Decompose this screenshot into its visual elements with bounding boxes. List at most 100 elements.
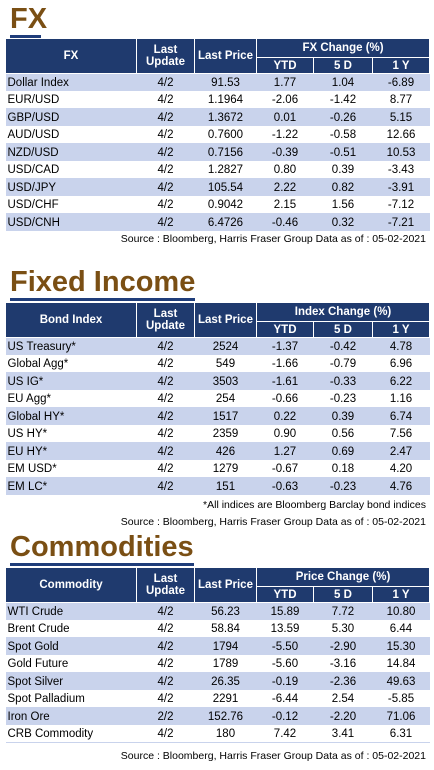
row-price-cell: 105.54 <box>194 178 257 196</box>
row-5d-cell: -2.20 <box>313 707 373 725</box>
row-name-cell: WTI Crude <box>5 602 137 620</box>
row-ytd-cell: -0.12 <box>256 707 314 725</box>
row-5d-cell: -0.51 <box>313 143 373 161</box>
row-update-cell: 4/2 <box>136 213 195 231</box>
row-price-cell: 3503 <box>194 372 257 390</box>
row-name-cell: USD/CHF <box>5 196 137 214</box>
fx-col-5d-header: 5 D <box>313 57 373 74</box>
row-ytd-cell: -1.66 <box>256 355 314 373</box>
row-5d-cell: 0.39 <box>313 407 373 425</box>
row-update-cell: 4/2 <box>136 178 195 196</box>
row-5d-cell: 7.72 <box>313 602 373 620</box>
row-update-cell: 4/2 <box>136 407 195 425</box>
row-update-cell: 4/2 <box>136 620 195 638</box>
cmd-change-group-header: Price Change (%) <box>256 567 430 587</box>
row-1y-cell: 4.20 <box>372 460 430 478</box>
cmd-col-update-header: Last Update <box>136 567 195 603</box>
table-row: Spot Gold 4/2 1794 -5.50 -2.90 15.30 <box>5 637 430 655</box>
row-5d-cell: -0.23 <box>313 477 373 495</box>
fx-change-group-header: FX Change (%) <box>255 38 431 58</box>
row-5d-cell: -2.36 <box>313 672 373 690</box>
row-name-cell: EU HY* <box>5 442 137 460</box>
row-5d-cell: 0.32 <box>313 213 373 231</box>
row-name-cell: US HY* <box>5 425 137 443</box>
row-name-cell: EM USD* <box>5 460 137 478</box>
row-5d-cell: -3.16 <box>313 655 373 673</box>
row-price-cell: 6.4726 <box>194 213 257 231</box>
row-ytd-cell: 13.59 <box>256 620 314 638</box>
fi-source-note: Source : Bloomberg, Harris Fraser Group … <box>120 516 426 528</box>
row-1y-cell: 6.22 <box>372 372 430 390</box>
row-1y-cell: -3.91 <box>372 178 430 196</box>
row-price-cell: 1.2827 <box>194 161 257 179</box>
row-price-cell: 151 <box>194 477 257 495</box>
row-name-cell: USD/CNH <box>5 213 137 231</box>
row-price-cell: 1789 <box>194 655 257 673</box>
table-row: EU Agg* 4/2 254 -0.66 -0.23 1.16 <box>5 390 430 408</box>
row-ytd-cell: 0.22 <box>256 407 314 425</box>
row-1y-cell: 71.06 <box>372 707 430 725</box>
row-5d-cell: -0.26 <box>313 108 373 126</box>
row-ytd-cell: -1.61 <box>256 372 314 390</box>
row-ytd-cell: -0.19 <box>256 672 314 690</box>
table-row: US HY* 4/2 2359 0.90 0.56 7.56 <box>5 425 430 443</box>
row-price-cell: 1279 <box>194 460 257 478</box>
cmd-col-price-header: Last Price <box>194 567 257 603</box>
row-ytd-cell: 15.89 <box>256 602 314 620</box>
row-1y-cell: 10.80 <box>372 602 430 620</box>
row-name-cell: Brent Crude <box>5 620 137 638</box>
row-name-cell: USD/JPY <box>5 178 137 196</box>
row-ytd-cell: 2.22 <box>256 178 314 196</box>
table-row: Global HY* 4/2 1517 0.22 0.39 6.74 <box>5 407 430 425</box>
row-update-cell: 4/2 <box>136 425 195 443</box>
row-1y-cell: 7.56 <box>372 425 430 443</box>
row-name-cell: Gold Future <box>5 655 137 673</box>
table-row: AUD/USD 4/2 0.7600 -1.22 -0.58 12.66 <box>5 126 430 144</box>
row-price-cell: 26.35 <box>194 672 257 690</box>
row-price-cell: 0.7156 <box>194 143 257 161</box>
row-price-cell: 254 <box>194 390 257 408</box>
row-1y-cell: 10.53 <box>372 143 430 161</box>
row-1y-cell: 2.47 <box>372 442 430 460</box>
table-row: USD/CAD 4/2 1.2827 0.80 0.39 -3.43 <box>5 161 430 179</box>
row-name-cell: Spot Gold <box>5 637 137 655</box>
row-price-cell: 1.1964 <box>194 91 257 109</box>
row-ytd-cell: -5.60 <box>256 655 314 673</box>
fx-source-note: Source : Bloomberg, Harris Fraser Group … <box>120 233 426 245</box>
row-ytd-cell: 7.42 <box>256 725 314 743</box>
row-update-cell: 4/2 <box>136 725 195 743</box>
row-name-cell: GBP/USD <box>5 108 137 126</box>
table-row: Spot Silver 4/2 26.35 -0.19 -2.36 49.63 <box>5 672 430 690</box>
row-price-cell: 0.9042 <box>194 196 257 214</box>
row-name-cell: Global Agg* <box>5 355 137 373</box>
row-update-cell: 4/2 <box>136 602 195 620</box>
row-5d-cell: 0.18 <box>313 460 373 478</box>
row-update-cell: 4/2 <box>136 196 195 214</box>
row-5d-cell: -0.33 <box>313 372 373 390</box>
row-name-cell: EUR/USD <box>5 91 137 109</box>
row-1y-cell: -6.89 <box>372 73 430 91</box>
commodities-title: Commodities <box>10 531 194 566</box>
row-update-cell: 4/2 <box>136 672 195 690</box>
row-update-cell: 4/2 <box>136 690 195 708</box>
table-row: NZD/USD 4/2 0.7156 -0.39 -0.51 10.53 <box>5 143 430 161</box>
fx-table: FX Last Update Last Price FX Change (%) … <box>5 38 431 231</box>
row-update-cell: 4/2 <box>136 655 195 673</box>
row-update-cell: 4/2 <box>136 143 195 161</box>
row-ytd-cell: 2.15 <box>256 196 314 214</box>
row-ytd-cell: -0.63 <box>256 477 314 495</box>
row-5d-cell: 5.30 <box>313 620 373 638</box>
row-5d-cell: 0.82 <box>313 178 373 196</box>
row-ytd-cell: -0.46 <box>256 213 314 231</box>
row-update-cell: 4/2 <box>136 108 195 126</box>
row-ytd-cell: -2.06 <box>256 91 314 109</box>
row-name-cell: USD/CAD <box>5 161 137 179</box>
fx-title: FX <box>10 3 47 38</box>
table-row: CRB Commodity 4/2 180 7.42 3.41 6.31 <box>5 725 430 743</box>
row-price-cell: 1.3672 <box>194 108 257 126</box>
row-1y-cell: 5.15 <box>372 108 430 126</box>
row-5d-cell: 0.56 <box>313 425 373 443</box>
row-name-cell: EU Agg* <box>5 390 137 408</box>
row-update-cell: 2/2 <box>136 707 195 725</box>
row-update-cell: 4/2 <box>136 126 195 144</box>
